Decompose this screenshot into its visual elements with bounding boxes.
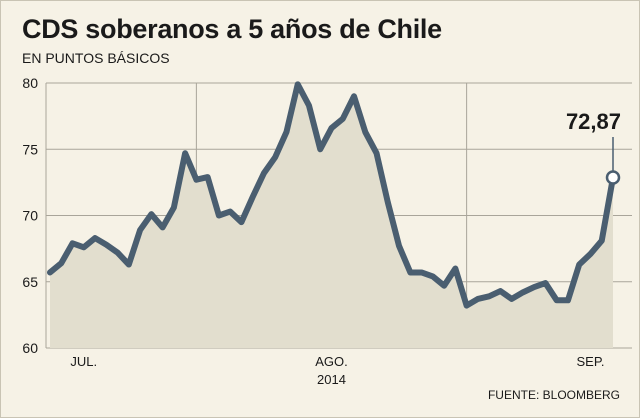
- last-value-label: 72,87: [566, 109, 621, 134]
- x-tick-label-jul: JUL.: [70, 354, 97, 369]
- y-tick-label-60: 60: [22, 340, 38, 356]
- y-tick-label-80: 80: [22, 75, 38, 91]
- last-value-marker: [605, 170, 621, 185]
- y-tick-label-70: 70: [22, 208, 38, 224]
- x-tick-label-2014: 2014: [317, 372, 346, 387]
- series-line: [47, 81, 616, 309]
- y-tick-label-75: 75: [22, 141, 38, 157]
- series-area: [50, 84, 613, 348]
- y-tick-label-65: 65: [22, 274, 38, 290]
- chart-title: CDS soberanos a 5 años de Chile: [22, 14, 442, 44]
- x-tick-label-sep: SEP.: [577, 354, 605, 369]
- chart-subtitle: EN PUNTOS BÁSICOS: [22, 50, 170, 66]
- source-note: FUENTE: BLOOMBERG: [487, 388, 620, 402]
- x-tick-label-ago: AGO.: [315, 354, 348, 369]
